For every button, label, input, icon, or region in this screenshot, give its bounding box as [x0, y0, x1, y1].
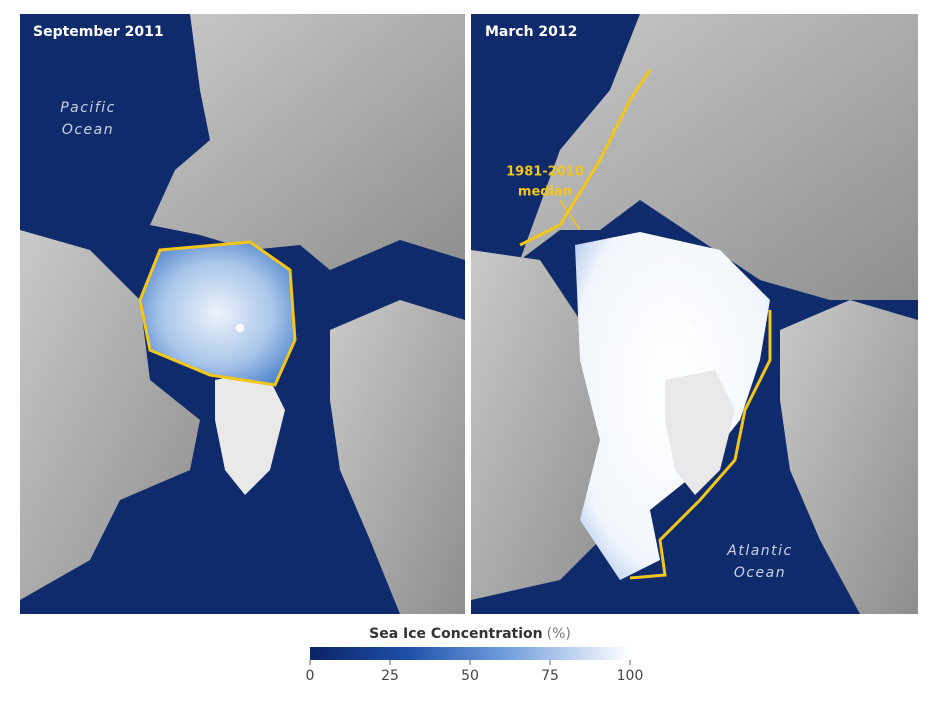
median-label: median: [518, 185, 572, 200]
colorbar-title: Sea Ice Concentration (%): [369, 626, 571, 642]
panel-title: September 2011: [33, 24, 164, 40]
colorbar-tick-label: 25: [381, 668, 399, 684]
ocean-label: Ocean: [734, 565, 786, 581]
colorbar-tick-label: 75: [541, 668, 559, 684]
colorbar-tick-label: 0: [306, 668, 315, 684]
panel-march: [471, 14, 918, 614]
colorbar: Sea Ice Concentration (%) 0 25 50 75 100: [306, 626, 644, 684]
colorbar-tick-label: 100: [617, 668, 644, 684]
ocean-label: Ocean: [62, 122, 114, 138]
panel-title: March 2012: [485, 24, 577, 40]
labels: September 2011 Pacific Ocean March 2012 Atla…: [33, 24, 792, 581]
colorbar-gradient: [310, 647, 630, 660]
colorbar-unit: (%): [547, 626, 571, 642]
ocean-label: Pacific: [60, 100, 116, 116]
panel-september: [20, 14, 465, 614]
colorbar-tick-label: 50: [461, 668, 479, 684]
median-label: 1981-2010: [506, 165, 584, 180]
ocean-label: Atlantic: [726, 543, 792, 559]
colorbar-title-text: Sea Ice Concentration: [369, 626, 543, 642]
